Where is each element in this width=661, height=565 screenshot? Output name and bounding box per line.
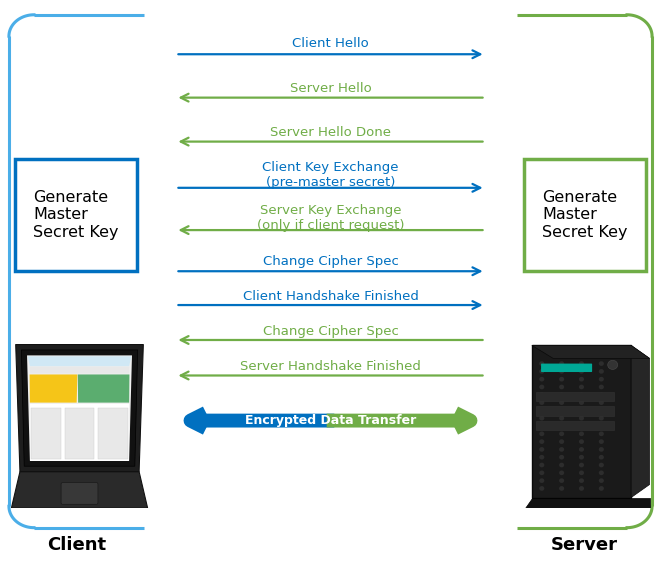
Text: Generate
Master
Secret Key: Generate Master Secret Key xyxy=(34,190,119,240)
FancyBboxPatch shape xyxy=(15,159,137,271)
Text: Client Handshake Finished: Client Handshake Finished xyxy=(243,290,418,303)
Text: Server Key Exchange
(only if client request): Server Key Exchange (only if client requ… xyxy=(256,203,405,232)
Text: Change Cipher Spec: Change Cipher Spec xyxy=(262,325,399,338)
Text: Encrypted Data Transfer: Encrypted Data Transfer xyxy=(245,414,416,427)
Text: Client Hello: Client Hello xyxy=(292,37,369,50)
Text: Server Hello: Server Hello xyxy=(290,82,371,95)
FancyBboxPatch shape xyxy=(524,159,646,271)
Text: Change Cipher Spec: Change Cipher Spec xyxy=(262,255,399,268)
Text: Client Key Exchange
(pre-master secret): Client Key Exchange (pre-master secret) xyxy=(262,162,399,189)
Text: Server: Server xyxy=(551,536,618,554)
Text: Server Handshake Finished: Server Handshake Finished xyxy=(240,360,421,373)
Text: Server Hello Done: Server Hello Done xyxy=(270,126,391,139)
Text: Generate
Master
Secret Key: Generate Master Secret Key xyxy=(542,190,627,240)
Text: Client: Client xyxy=(47,536,106,554)
